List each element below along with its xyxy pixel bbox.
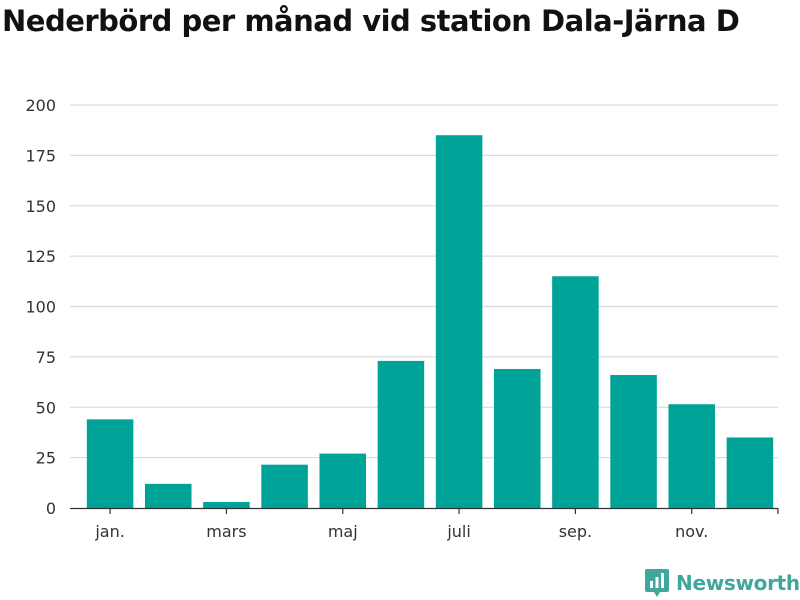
bar-aug [493, 368, 541, 508]
bar-mars [203, 501, 250, 508]
x-tick-label-jan: jan. [94, 522, 124, 541]
bar-juli [435, 135, 483, 508]
bar-apr [261, 464, 308, 508]
x-tick-label-mars: mars [206, 522, 246, 541]
newsworthy-logo: Newsworthy [644, 568, 800, 598]
y-tick-label-150: 150 [25, 197, 56, 216]
y-tick-label-50: 50 [36, 398, 56, 417]
y-tick-label-0: 0 [46, 499, 56, 518]
bar-juni [377, 360, 425, 508]
x-tick-label-maj: maj [328, 522, 358, 541]
y-tick-label-125: 125 [25, 247, 56, 266]
bar-maj [319, 453, 367, 508]
bars [86, 135, 774, 508]
bar-nov [668, 404, 716, 508]
newsworthy-logo-text: Newsworthy [676, 571, 800, 595]
chart-title: Nederbörd per månad vid station Dala-Jär… [2, 4, 740, 38]
bar-dec [726, 437, 774, 508]
x-tick-label-sep: sep. [559, 522, 592, 541]
bar-feb [144, 483, 192, 508]
axes [70, 507, 779, 514]
bar-jan [86, 419, 134, 508]
y-tick-label-25: 25 [36, 449, 56, 468]
y-tick-label-75: 75 [36, 348, 56, 367]
y-tick-label-100: 100 [25, 298, 56, 317]
y-tick-label-175: 175 [25, 146, 56, 165]
newsworthy-logo-icon [645, 569, 669, 597]
bar-sep [552, 276, 599, 508]
y-tick-label-200: 200 [25, 96, 56, 115]
x-tick-label-nov: nov. [675, 522, 708, 541]
bar-okt [610, 375, 657, 508]
tick-labels: 0 25 50 75 100 125 150 175 200 jan. mars maj juli sep… [25, 96, 708, 541]
x-tick-label-juli: juli [446, 522, 470, 541]
